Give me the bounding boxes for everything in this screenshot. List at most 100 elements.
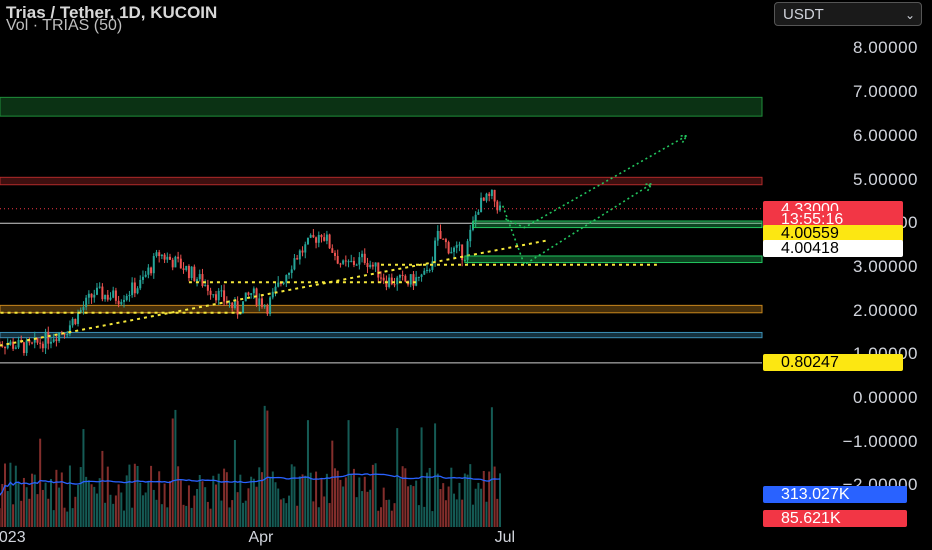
candle-body — [196, 279, 199, 282]
candle-body — [85, 297, 88, 308]
volume-bar — [128, 464, 131, 527]
volume-bar — [123, 510, 126, 527]
candle-body — [252, 288, 255, 294]
candle-body — [304, 244, 307, 253]
candle-body — [204, 284, 207, 286]
candle-body — [22, 342, 25, 354]
volume-bar — [144, 492, 147, 527]
candle-body — [17, 339, 20, 348]
candle-body — [352, 260, 355, 265]
volume-bar — [74, 496, 77, 527]
volume-bar — [217, 473, 220, 527]
volume-bar — [109, 494, 112, 527]
candle-body — [66, 334, 69, 336]
currency-dropdown[interactable]: USDT ⌄ — [774, 2, 922, 26]
candle-body — [193, 266, 196, 282]
volume-bar — [163, 483, 166, 527]
volume-bar — [131, 507, 134, 527]
candle-body — [98, 286, 101, 288]
volume-bar — [260, 472, 263, 527]
candle-body — [185, 265, 188, 270]
volume-bar — [431, 511, 434, 527]
volume-bar — [198, 475, 201, 527]
candle-body — [155, 252, 158, 257]
price-badge-yellow-2: 0.80247 — [763, 354, 903, 371]
candle-body — [455, 244, 458, 248]
candle-body — [379, 277, 382, 279]
y-tick-label: 8.00000 — [853, 38, 918, 58]
zone-2 — [0, 304, 763, 314]
volume-bar — [304, 475, 307, 527]
candle-body — [320, 234, 323, 238]
volume-bar — [236, 492, 239, 527]
volume-bar — [12, 504, 15, 527]
candle-body — [434, 240, 437, 262]
candle-body — [485, 193, 488, 201]
volume-bar — [87, 480, 90, 527]
volume-bar — [306, 420, 309, 527]
price-badge-yellow-1: 4.00559 — [763, 225, 903, 242]
volume-bar — [282, 498, 285, 527]
candle-body — [263, 305, 266, 307]
volume-bar — [60, 472, 63, 527]
volume-bar — [388, 499, 391, 527]
volume-bar — [434, 423, 437, 527]
candle-body — [361, 253, 364, 258]
volume-bar — [252, 478, 255, 527]
volume-bar — [112, 503, 115, 527]
currency-label: USDT — [783, 6, 824, 23]
candle-body — [425, 269, 428, 271]
volume-bar — [174, 409, 177, 527]
candle-body — [247, 292, 250, 295]
volume-bar — [242, 502, 245, 527]
candle-body — [315, 237, 318, 243]
y-tick-label: 7.00000 — [853, 82, 918, 102]
volume-bar — [290, 464, 293, 527]
candle-body — [436, 230, 439, 241]
candle-body — [317, 234, 320, 243]
volume-bar — [279, 499, 282, 527]
candle-body — [447, 242, 450, 254]
candle-body — [371, 264, 374, 267]
volume-bar — [436, 473, 439, 527]
volume-bar — [44, 482, 47, 527]
volume-bar — [150, 465, 153, 527]
volume-bar — [120, 492, 123, 527]
candle-body — [409, 274, 412, 285]
candle-body — [493, 189, 496, 202]
candle-body — [336, 255, 339, 264]
candle-body — [288, 272, 291, 276]
volume-bar — [396, 428, 399, 527]
volume-bar — [231, 500, 234, 527]
volume-bar — [4, 463, 6, 527]
volume-bar — [358, 477, 361, 527]
volume-bar — [488, 471, 491, 527]
volume-bar — [471, 504, 474, 527]
volume-bar — [25, 487, 28, 527]
candle-body — [325, 234, 328, 241]
volume-bar — [225, 472, 228, 527]
volume-bar — [63, 507, 66, 527]
candle-body — [39, 342, 42, 344]
candle-body — [404, 275, 407, 282]
candle-body — [150, 267, 153, 274]
price-badge-vol: 85.621K — [763, 510, 907, 527]
target-zone-upper — [472, 220, 763, 229]
candle-body — [214, 294, 217, 301]
volume-bar — [33, 474, 36, 527]
candle-body — [428, 269, 431, 271]
volume-bar — [160, 504, 163, 527]
candle-body — [260, 298, 263, 307]
candle-body — [401, 275, 404, 277]
volume-bar — [258, 467, 261, 527]
candle-body — [201, 274, 204, 286]
volume-bar — [58, 487, 61, 527]
candle-body — [490, 189, 493, 196]
volume-bar — [36, 494, 39, 527]
volume-bar — [201, 481, 204, 527]
volume-bar — [425, 472, 428, 527]
candle-body — [390, 277, 393, 285]
candle-body — [174, 256, 177, 268]
candle-body — [466, 241, 469, 260]
